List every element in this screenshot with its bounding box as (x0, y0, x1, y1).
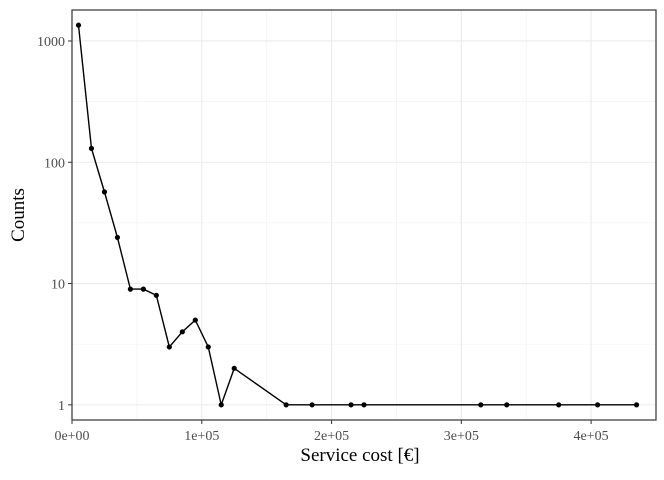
data-point (283, 402, 289, 408)
data-point (101, 189, 108, 195)
x-tick-label: 2e+05 (314, 429, 349, 444)
data-point (166, 344, 172, 350)
series-layer (75, 22, 640, 408)
y-tick-label: 1000 (37, 35, 65, 50)
grid (71, 10, 656, 420)
data-point (179, 329, 185, 335)
data-point (192, 317, 198, 323)
y-tick-label: 100 (44, 156, 65, 171)
x-axis-title: Service cost [€] (300, 445, 419, 466)
axis-ticks: 0e+00 1e+05 2e+05 3e+05 4e+05 1 10 100 1000 (37, 35, 609, 444)
y-axis-title: Counts (8, 188, 29, 242)
data-point (75, 22, 82, 28)
data-point (140, 286, 146, 292)
data-point (348, 402, 354, 408)
series-line (77, 25, 637, 408)
data-point (153, 292, 159, 298)
x-tick-label: 4e+05 (574, 429, 609, 444)
x-tick-label: 3e+05 (444, 429, 479, 444)
x-tick-label: 1e+05 (184, 429, 219, 444)
y-tick-label: 10 (51, 278, 65, 293)
data-point (595, 402, 601, 408)
data-point (114, 234, 121, 241)
data-point (127, 286, 133, 292)
x-tick-label: 0e+00 (54, 429, 89, 444)
data-point (88, 145, 95, 152)
plot-panel-border (71, 9, 657, 421)
data-point (556, 402, 562, 408)
data-point (361, 402, 367, 408)
data-point (309, 402, 315, 408)
data-point (633, 402, 640, 408)
y-tick-label: 1 (58, 399, 65, 414)
data-point (504, 402, 510, 408)
data-point (478, 402, 484, 408)
data-point (205, 344, 211, 350)
data-point (218, 402, 224, 408)
data-point (231, 365, 237, 371)
